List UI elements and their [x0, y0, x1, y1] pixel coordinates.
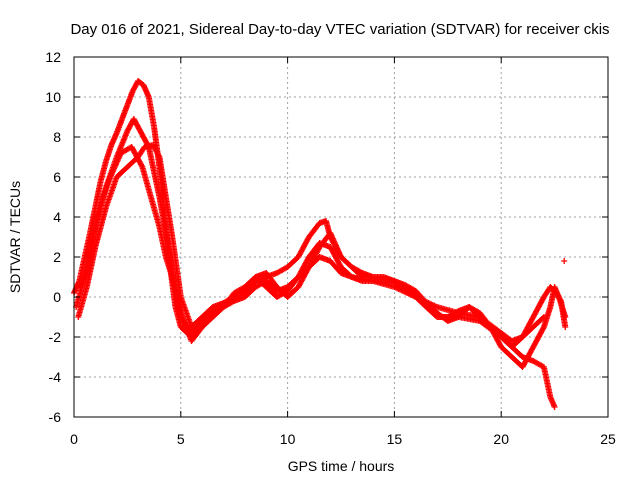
y-tick-label: -4	[49, 369, 62, 385]
y-tick-label: 8	[53, 129, 61, 145]
data-point	[540, 314, 547, 320]
x-axis-label: GPS time / hours	[288, 458, 395, 474]
data-point	[229, 298, 236, 305]
data-layer	[71, 78, 569, 410]
y-tick-label: -6	[49, 409, 62, 425]
x-tick-label: 5	[177, 431, 185, 447]
y-tick-label: 12	[45, 49, 61, 65]
series-trace-D	[77, 144, 547, 344]
data-point	[562, 324, 569, 330]
data-point	[539, 315, 546, 321]
y-tick-label: -2	[49, 329, 62, 345]
x-tick-label: 25	[600, 431, 616, 447]
data-point	[561, 258, 568, 264]
tick-layer: 0 5 10 15 20 25 -6 -4 -2 0 2 4 6 8 10 12	[45, 49, 616, 447]
x-tick-label: 10	[280, 431, 296, 447]
series-trace-C	[75, 142, 569, 350]
plot-frame	[73, 56, 609, 418]
y-tick-label: 4	[53, 209, 61, 225]
data-point	[138, 162, 145, 169]
data-point	[540, 325, 547, 332]
series-end-marker	[561, 258, 568, 264]
y-axis-label: SDTVAR / TECUs	[7, 181, 23, 293]
y-tick-label: 10	[45, 89, 61, 105]
x-tick-label: 0	[70, 431, 78, 447]
data-point	[557, 296, 564, 303]
y-tick-label: 6	[53, 169, 61, 185]
x-tick-label: 20	[493, 431, 509, 447]
y-tick-label: 0	[53, 289, 61, 305]
data-point	[551, 404, 558, 410]
data-point	[155, 152, 162, 159]
x-tick-label: 15	[387, 431, 403, 447]
data-point	[358, 269, 365, 276]
y-tick-label: 2	[53, 249, 61, 265]
chart-title: Day 016 of 2021, Sidereal Day-to-day VTE…	[70, 21, 609, 38]
